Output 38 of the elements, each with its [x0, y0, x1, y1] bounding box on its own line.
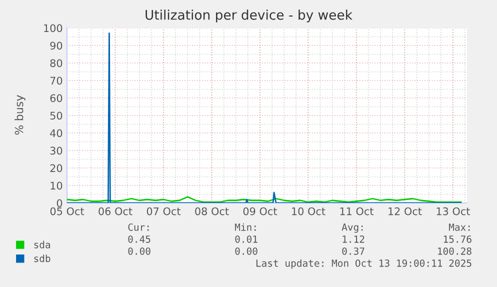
x-tick-label: 07 Oct — [146, 207, 181, 216]
text: 1.12 — [342, 235, 364, 243]
y-tick-label: 70 — [50, 76, 62, 85]
line-series — [67, 32, 462, 203]
y-tick-label: 60 — [50, 94, 62, 102]
text: Avg: — [342, 224, 363, 233]
text: 0.00 — [235, 247, 258, 255]
text: Min: — [234, 223, 256, 231]
y-tick-label: 50 — [50, 112, 62, 120]
y-tick-label: 80 — [50, 59, 62, 68]
x-tick-label: 05 Oct — [50, 207, 84, 216]
legend-label: sda — [34, 240, 50, 248]
legend-label: sdb — [34, 254, 50, 262]
y-tick-label: 20 — [50, 164, 62, 172]
text: Last update: Mon Oct 13 19:00:11 2025 — [256, 259, 472, 269]
x-tick-label: 12 Oct — [388, 207, 422, 216]
y-tick-label: 10 — [50, 182, 62, 190]
y-tick-label: 40 — [50, 129, 62, 138]
x-tick-label: 06 Oct — [98, 207, 132, 216]
text: Max: — [448, 224, 470, 231]
x-tick-label: 08 Oct — [195, 207, 229, 216]
text: 15.76 — [444, 235, 472, 243]
x-tick-label: 13 Oct — [436, 207, 470, 216]
y-axis-title: % busy — [14, 95, 26, 135]
text: 0.01 — [235, 235, 258, 243]
text: 0.45 — [128, 235, 150, 243]
x-tick-label: 09 Oct — [243, 207, 278, 216]
text: 0.00 — [128, 247, 150, 255]
text: 100.28 — [438, 247, 472, 255]
text: Cur: — [128, 223, 149, 231]
y-tick-label: 0 — [56, 199, 62, 208]
text: 0.37 — [342, 247, 364, 255]
x-tick-label: 11 Oct — [340, 207, 374, 216]
y-tick-label: 30 — [50, 146, 62, 155]
x-tick-label: 10 Oct — [292, 207, 326, 216]
y-tick-label: 90 — [50, 42, 62, 50]
y-tick-label: 100 — [44, 24, 62, 32]
chart-title: Utilization per device - by week — [146, 10, 352, 22]
